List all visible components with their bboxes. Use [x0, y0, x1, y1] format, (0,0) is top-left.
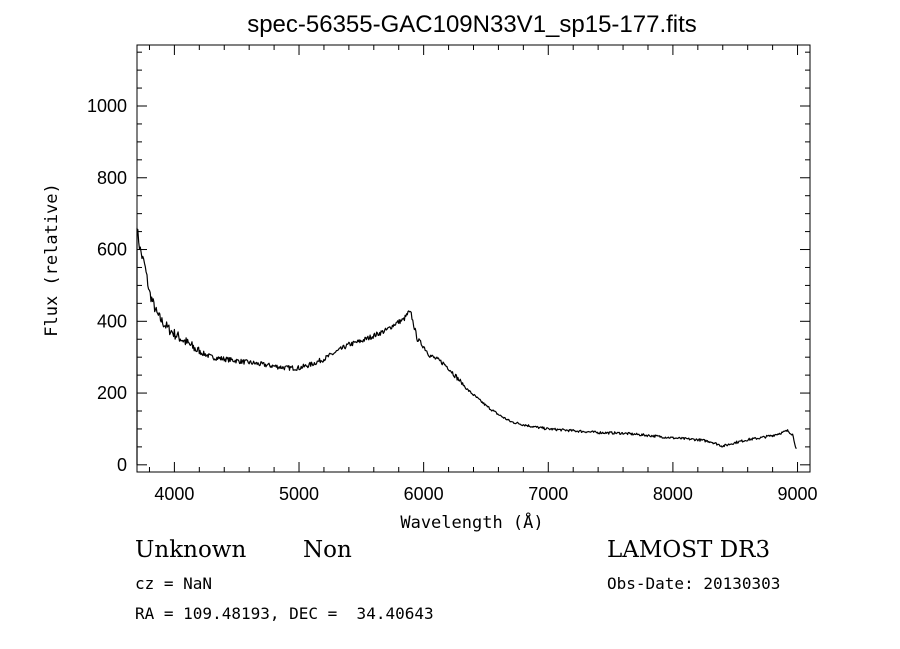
y-tick-label: 600 — [97, 240, 127, 260]
x-tick-label: 9000 — [778, 484, 818, 504]
redshift-text: cz = NaN — [135, 574, 213, 593]
y-tick-label: 200 — [97, 383, 127, 403]
chart-title: spec-56355-GAC109N33V1_sp15-177.fits — [247, 11, 697, 38]
y-tick-label: 0 — [117, 455, 127, 475]
x-tick-label: 6000 — [404, 484, 444, 504]
y-axis-label: Flux (relative) — [42, 183, 62, 337]
x-axis-label: Wavelength (Å) — [400, 511, 543, 533]
y-tick-label: 800 — [97, 168, 127, 188]
y-tick-label: 400 — [97, 311, 127, 331]
x-tick-label: 7000 — [528, 484, 568, 504]
obs-date-text: Obs-Date: 20130303 — [607, 574, 781, 593]
axis-ticks — [137, 45, 810, 472]
object-subclass: Non — [303, 537, 352, 563]
spectrum-plot: spec-56355-GAC109N33V1_sp15-177.fits 400… — [42, 11, 818, 533]
x-tick-labels: 4000 5000 6000 7000 8000 9000 — [154, 484, 817, 504]
y-tick-labels: 0 200 400 600 800 1000 — [87, 96, 127, 475]
object-class: Unknown — [135, 537, 247, 563]
plot-frame — [136, 44, 811, 473]
coordinates-text: RA = 109.48193, DEC = 34.40643 — [135, 604, 434, 623]
x-tick-label: 8000 — [653, 484, 693, 504]
x-tick-label: 5000 — [279, 484, 319, 504]
spectrum-line — [136, 227, 797, 465]
y-tick-label: 1000 — [87, 96, 127, 116]
survey-label: LAMOST DR3 — [607, 537, 771, 563]
x-tick-label: 4000 — [154, 484, 194, 504]
